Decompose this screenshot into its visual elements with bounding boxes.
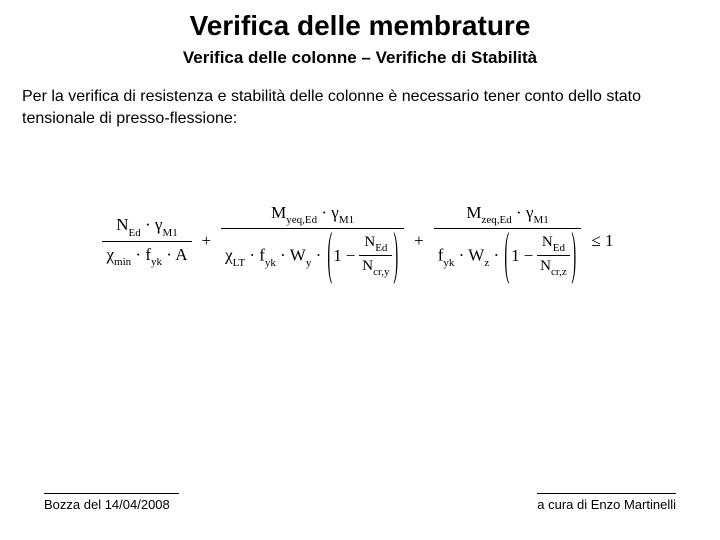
page-footer: Bozza del 14/04/2008 a cura di Enzo Mart…	[0, 493, 720, 512]
equation-term-1: NEd · γM1 χmin · fyk · A	[102, 212, 191, 270]
plus-2: +	[410, 231, 428, 251]
main-equation: NEd · γM1 χmin · fyk · A + Myeq,Ed · γM1	[0, 200, 720, 282]
equation-term-3: Mzeq,Ed · γM1 fyk · Wz · ( 1 − NEd Ncr,z	[434, 200, 582, 282]
plus-1: +	[198, 231, 216, 251]
equation-rhs: ≤ 1	[587, 231, 617, 251]
footer-left: Bozza del 14/04/2008	[44, 493, 179, 512]
page-subtitle: Verifica delle colonne – Verifiche di St…	[0, 42, 720, 68]
intro-paragraph: Per la verifica di resistenza e stabilit…	[0, 68, 720, 129]
footer-right: a cura di Enzo Martinelli	[537, 493, 676, 512]
equation-term-2: Myeq,Ed · γM1 χLT · fyk · Wy · ( 1 − NEd	[221, 200, 404, 282]
page-title: Verifica delle membrature	[0, 0, 720, 42]
